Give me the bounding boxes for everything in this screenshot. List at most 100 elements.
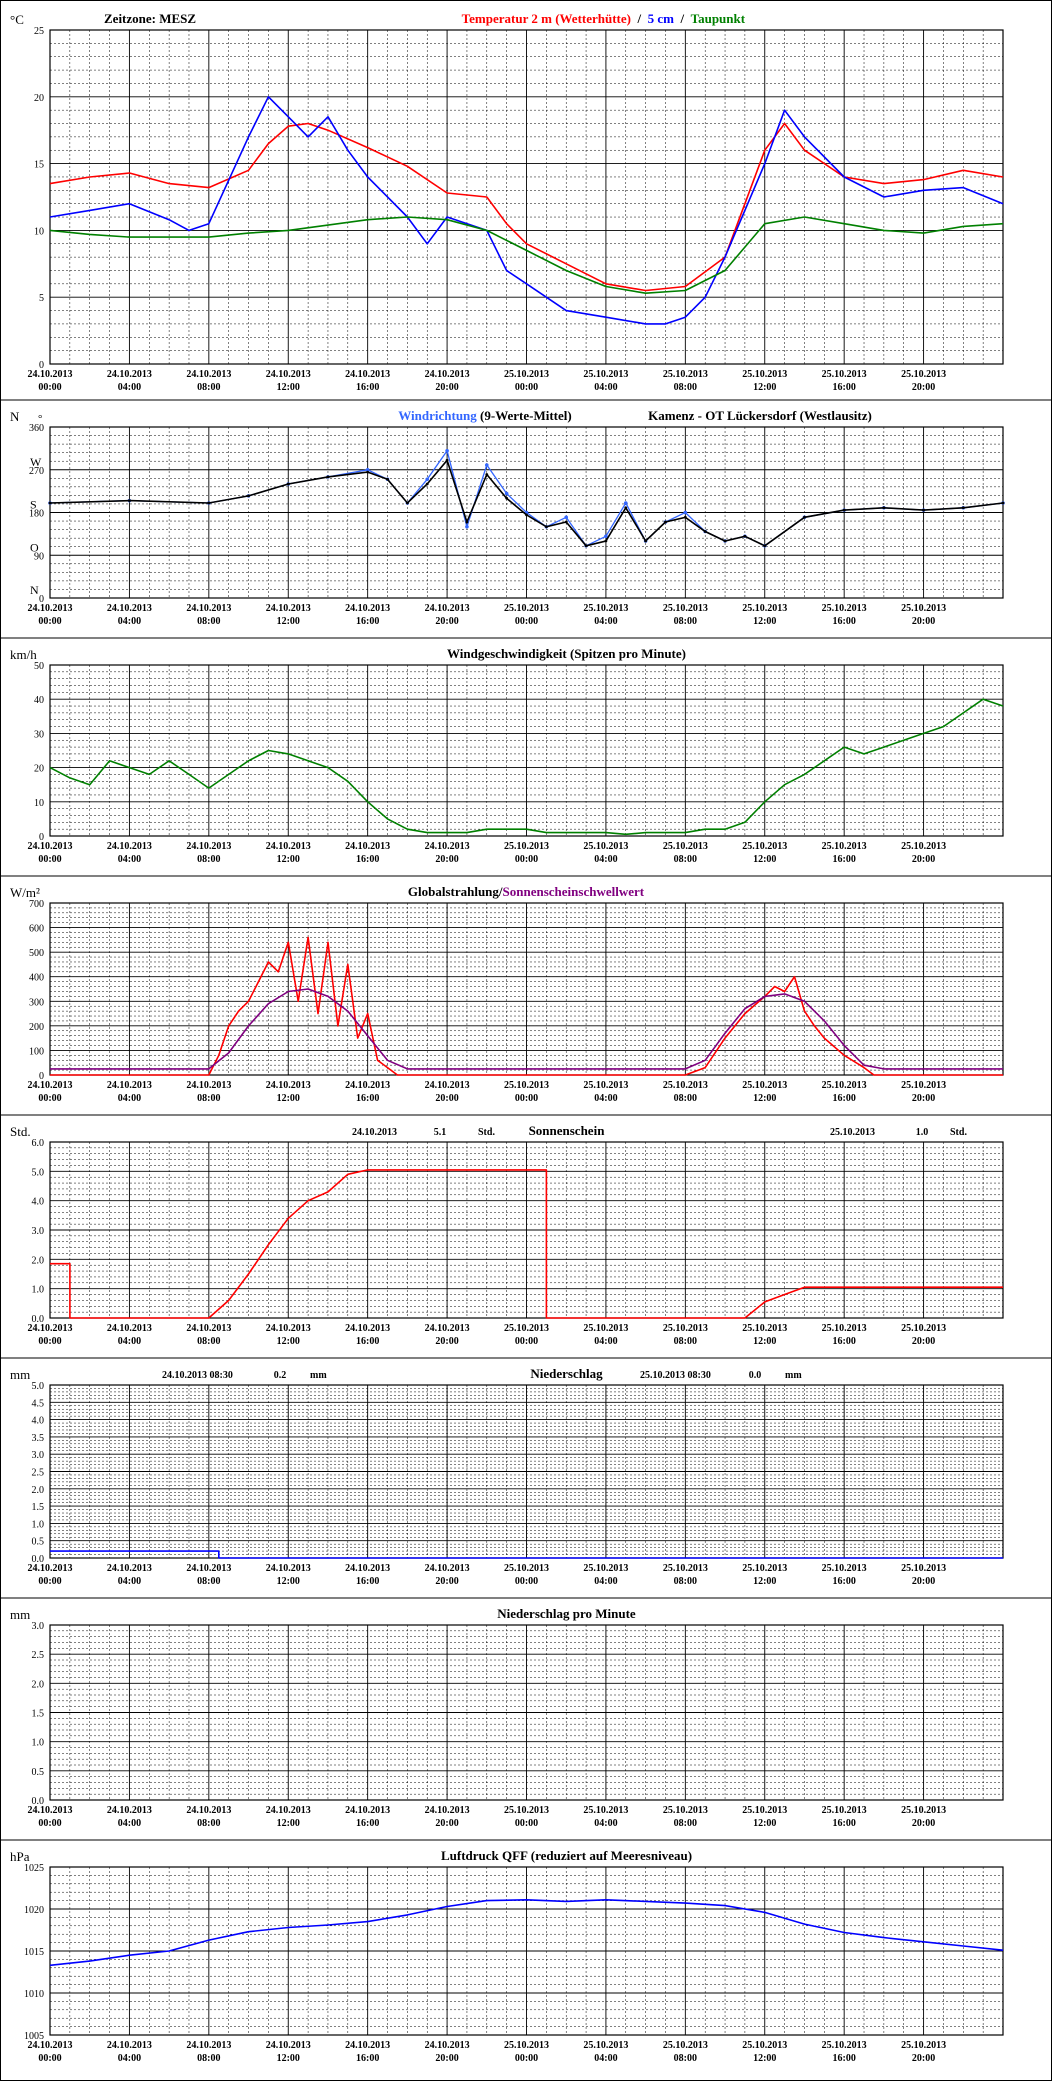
chart-2-series-1-point: [623, 501, 628, 505]
chart-2-xtick-date: 25.10.2013: [742, 603, 787, 614]
chart-4-xtick-time: 08:00: [197, 1093, 220, 1104]
chart-5-xtick-time: 08:00: [197, 1336, 220, 1347]
chart-7-xtick-time: 20:00: [435, 1818, 458, 1829]
chart-6-series-1-line: [50, 1550, 1003, 1559]
chart-6-xtick-time: 12:00: [277, 1576, 300, 1587]
chart-4-xtick-time: 08:00: [674, 1093, 697, 1104]
chart-2-frame: [49, 426, 1004, 599]
chart-7-xtick-date: 25.10.2013: [504, 1805, 549, 1816]
chart-8-xtick-time: 12:00: [277, 2053, 300, 2064]
chart-8-ytick-label: 1015: [24, 1947, 44, 1958]
chart-1-xtick-date: 24.10.2013: [266, 369, 311, 380]
chart-7-xtick-date: 24.10.2013: [266, 1805, 311, 1816]
chart-5-xtick-date: 25.10.2013: [742, 1323, 787, 1334]
chart-3-xtick-date: 24.10.2013: [425, 841, 470, 852]
chart-3-xtick-time: 12:00: [753, 854, 776, 865]
chart-7-xtick-date: 25.10.2013: [901, 1805, 946, 1816]
chart-2-series-1-point: [683, 510, 688, 515]
chart-6-xtick-time: 12:00: [753, 1576, 776, 1587]
chart-2-series-2-point: [723, 539, 727, 543]
chart-6-ytick-label: 4.5: [32, 1398, 45, 1409]
chart-3-ytick-label: 20: [34, 764, 44, 775]
chart-8-xtick-time: 16:00: [832, 2053, 855, 2064]
chart-1-title-part: Temperatur 2 m (Wetterhütte): [462, 11, 635, 26]
chart-2-series-2-point: [505, 496, 509, 500]
chart-4-ytick-label: 600: [29, 924, 44, 935]
chart-3-xtick-date: 25.10.2013: [663, 841, 708, 852]
chart-5-annotation-value: 1.0: [916, 1127, 929, 1138]
chart-2-series-2-point: [405, 501, 409, 505]
chart-4-unit-label: W/m²: [10, 885, 40, 900]
chart-2-series-2-point: [544, 525, 548, 529]
chart-2-title-part: Windrichtung: [398, 408, 480, 423]
chart-2-xtick-time: 12:00: [753, 616, 776, 627]
chart-5-xtick-date: 24.10.2013: [107, 1323, 152, 1334]
chart-7-xtick-date: 24.10.2013: [107, 1805, 152, 1816]
chart-2-xtick-date: 24.10.2013: [28, 603, 73, 614]
chart-5-frame: [49, 1141, 1004, 1319]
chart-4-xtick-date: 24.10.2013: [345, 1080, 390, 1091]
chart-3-xtick-time: 00:00: [38, 854, 61, 865]
chart-7-xtick-time: 20:00: [912, 1818, 935, 1829]
chart-4-ytick-label: 400: [29, 973, 44, 984]
chart-6-ytick-label: 5.0: [32, 1381, 45, 1392]
chart-6-ytick-label: 3.5: [32, 1433, 45, 1444]
chart-6-ytick-label: 0.5: [32, 1537, 45, 1548]
chart-7-ytick-label: 2.0: [32, 1679, 45, 1690]
chart-5-xtick-time: 04:00: [594, 1336, 617, 1347]
chart-6-xtick-date: 24.10.2013: [345, 1563, 390, 1574]
chart-8-unit-label: hPa: [10, 1849, 30, 1864]
chart-5-annotation-unit: Std.: [478, 1127, 495, 1138]
chart-2-xtick-time: 12:00: [277, 616, 300, 627]
chart-2-series-1-point: [465, 524, 469, 529]
chart-7-frame: [49, 1624, 1004, 1801]
chart-2-direction-label: W: [30, 455, 42, 469]
chart-3-xtick-date: 25.10.2013: [504, 841, 549, 852]
chart-7-xtick-time: 00:00: [38, 1818, 61, 1829]
chart-7-xtick-date: 25.10.2013: [663, 1805, 708, 1816]
chart-2-series-2-point: [207, 501, 211, 505]
chart-7-xtick-time: 12:00: [753, 1818, 776, 1829]
chart-5-xtick-date: 24.10.2013: [266, 1323, 311, 1334]
chart-5-xtick-date: 25.10.2013: [822, 1323, 867, 1334]
chart-1-xtick-time: 12:00: [277, 382, 300, 393]
chart-1-title-part: Taupunkt: [687, 11, 748, 26]
chart-5-xtick-time: 12:00: [277, 1336, 300, 1347]
chart-4-ytick-label: 100: [29, 1046, 44, 1057]
chart-2-direction-label: S: [30, 498, 37, 512]
chart-2-title: Windrichtung (9-Werte-Mittel): [398, 408, 571, 423]
chart-1-title-part: 5 cm: [644, 11, 677, 26]
chart-2-direction-label: O: [30, 540, 39, 554]
chart-1-xtick-date: 24.10.2013: [186, 369, 231, 380]
chart-5-annotation-date: 25.10.2013: [830, 1127, 875, 1138]
chart-3-xtick-time: 16:00: [356, 854, 379, 865]
chart-7-xtick-date: 24.10.2013: [425, 1805, 470, 1816]
chart-4-xtick-time: 00:00: [38, 1093, 61, 1104]
chart-2-series-2-point: [326, 475, 330, 479]
chart-7-ytick-label: 1.0: [32, 1738, 45, 1749]
chart-2-series-2-point: [644, 539, 648, 543]
chart-7-xtick-time: 04:00: [118, 1818, 141, 1829]
chart-1-xtick-date: 25.10.2013: [583, 369, 628, 380]
chart-4-series-2-line: [50, 988, 1003, 1070]
chart-5-ytick-label: 2.0: [32, 1255, 45, 1266]
chart-6-ytick-label: 1.5: [32, 1502, 45, 1513]
chart-5-ytick-label: 4.0: [32, 1197, 45, 1208]
chart-1-xtick-date: 25.10.2013: [663, 369, 708, 380]
chart-6-xtick-time: 16:00: [356, 1576, 379, 1587]
chart-2-xtick-time: 08:00: [197, 616, 220, 627]
chart-2-series-2-point: [803, 515, 806, 519]
chart-2-series-2-point: [525, 513, 528, 517]
chart-7-xtick-date: 24.10.2013: [345, 1805, 390, 1816]
chart-2-series-2-point: [247, 494, 250, 498]
chart-7-xtick-date: 24.10.2013: [186, 1805, 231, 1816]
chart-6-annotation-value: 0.0: [749, 1370, 762, 1381]
chart-6-annotation-unit: mm: [785, 1370, 802, 1381]
chart-7-xtick-date: 25.10.2013: [583, 1805, 628, 1816]
chart-5-xtick-time: 04:00: [118, 1336, 141, 1347]
chart-8-ytick-label: 1025: [24, 1863, 44, 1874]
chart-2-ytick-label: 360: [29, 423, 44, 434]
chart-2-series-2-point: [445, 458, 449, 462]
chart-3-ytick-label: 10: [34, 798, 44, 809]
